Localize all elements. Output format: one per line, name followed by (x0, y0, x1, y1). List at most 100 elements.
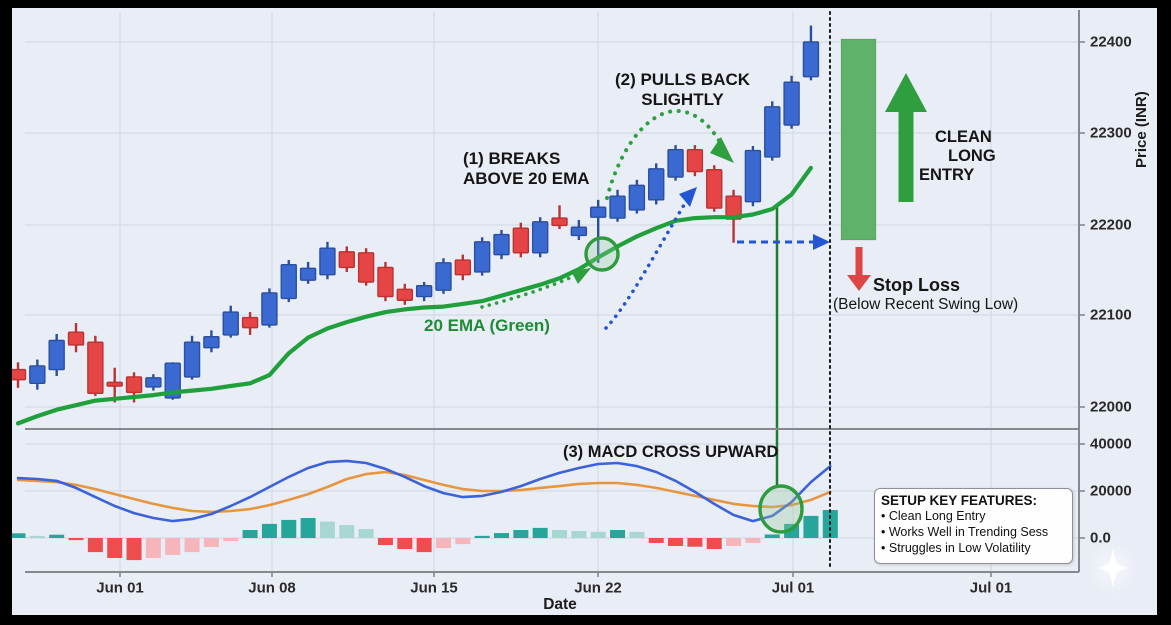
macd-histogram-bar (281, 519, 297, 538)
x-tick-label: Jun 15 (410, 579, 458, 597)
macd-histogram-bar (494, 533, 509, 538)
entry-level-arrowhead-icon (813, 234, 830, 250)
candle-body (493, 233, 510, 256)
macd-histogram-bar (358, 529, 374, 538)
macd-tick-label: 40000 (1090, 435, 1132, 453)
x-tick-label: Jul 01 (969, 579, 1013, 597)
macd-histogram-bar (261, 523, 277, 538)
macd-histogram-bar (49, 534, 65, 538)
candle-body (783, 81, 800, 126)
annotation-stop-loss-title: Stop Loss (873, 275, 961, 295)
ema-dotted-arrow (480, 273, 578, 309)
macd-histogram-bar (223, 538, 239, 542)
candle-body (590, 206, 607, 218)
candle-body (48, 339, 65, 371)
macd-histogram-bar (610, 530, 626, 538)
candle-body (764, 106, 781, 158)
candle-body (570, 226, 588, 237)
frame-border (0, 0, 12, 625)
macd-histogram-bar (648, 538, 664, 543)
x-tick-label: Jul 01 (771, 579, 815, 597)
price-tick-label: 22400 (1090, 33, 1132, 51)
macd-histogram-bar (590, 531, 606, 538)
candle-body (802, 41, 820, 78)
candle-body (261, 292, 278, 326)
signal-line (16, 470, 832, 514)
candle-body (87, 341, 104, 395)
x-tick-label: Jun 08 (248, 579, 296, 597)
macd-histogram-bar (397, 538, 413, 550)
annotation-line: (1) BREAKS (463, 149, 561, 168)
ema-line (15, 165, 814, 426)
feature-item: • Works Well in Trending Sess (881, 525, 1049, 539)
macd-histogram-bar (242, 530, 258, 538)
candle-body (183, 341, 201, 378)
candle-body (628, 184, 646, 211)
candle-body (396, 288, 413, 301)
entry-zone-rect (840, 38, 877, 241)
up-arrow-icon (898, 108, 914, 202)
macd-histogram-bar (339, 525, 355, 538)
stop-loss-arrow-icon (855, 247, 863, 277)
macd-histogram-bar (68, 538, 84, 541)
macd-histogram-bar (706, 538, 722, 550)
candle-body (357, 252, 375, 283)
candle-body (125, 376, 143, 394)
candle-body (67, 331, 85, 346)
macd-histogram-bar (435, 538, 451, 549)
annotation-breaks-above-ema: (1) BREAKS ABOVE 20 EMA (463, 149, 590, 188)
candle-body (435, 262, 452, 291)
macd-histogram-bar (532, 527, 548, 538)
x-tick-label: Jun 22 (574, 579, 622, 597)
candle-body (706, 169, 723, 209)
macd-histogram-bar (319, 521, 335, 538)
annotation-clean-long-entry-line2: LONG (948, 147, 996, 165)
macd-histogram-bar (300, 518, 316, 538)
macd-line (16, 459, 832, 523)
macd-histogram-bar (416, 538, 432, 553)
candle-body (377, 266, 394, 298)
annotation-line: ABOVE 20 EMA (463, 168, 590, 188)
macd-histogram-bar (764, 534, 780, 538)
annotation-ema-label: 20 EMA (Green) (424, 316, 550, 335)
macd-histogram-bar (745, 538, 761, 543)
candle-body (609, 195, 626, 219)
annotation-stop-loss-subtitle: (Below Recent Swing Low) (833, 296, 1019, 313)
pullback-dotted-arrow (605, 108, 725, 200)
macd-tick-label: 20000 (1090, 482, 1132, 500)
candle-body (299, 267, 317, 281)
candle-body (531, 221, 549, 254)
macd-histogram-bar (145, 538, 161, 558)
annotation-pulls-back: (2) PULLS BACK SLIGHTLY (600, 70, 765, 109)
feature-item: • Clean Long Entry (881, 509, 986, 523)
macd-histogram-bar (107, 538, 123, 558)
macd-histogram-bar (377, 538, 393, 546)
setup-key-features-box: SETUP KEY FEATURES: • Clean Long Entry •… (874, 488, 1073, 564)
frame-border (0, 0, 1171, 8)
annotation-line: (2) PULLS BACK (614, 70, 751, 89)
macd-histogram-bar (629, 531, 645, 538)
macd-histogram-bar (10, 533, 26, 538)
macd-histogram-bar (126, 538, 142, 561)
macd-histogram-bar (552, 530, 568, 538)
breakout-dotted-arrow (604, 198, 689, 330)
macd-histogram-bar (513, 530, 529, 538)
annotation-clean-long-entry-line3: ENTRY (919, 166, 975, 184)
macd-histogram-bar (29, 535, 45, 538)
frame-border (1157, 0, 1171, 625)
candle-body (338, 251, 355, 269)
candle-body (145, 377, 162, 388)
breakout-arrowhead-icon (679, 187, 697, 207)
x-axis-title: Date (543, 596, 577, 613)
candle-body (667, 148, 684, 178)
annotation-clean-long-entry-line1: CLEAN (935, 128, 992, 146)
candle-body (9, 368, 27, 381)
annotation-macd-cross: (3) MACD CROSS UPWARD (563, 443, 779, 461)
candle-body (222, 311, 239, 336)
ema-break-circle-marker (584, 236, 620, 272)
candle-body (319, 247, 336, 276)
price-tick-label: 22300 (1090, 124, 1132, 142)
feature-item: • Struggles in Low Volatility (881, 541, 1031, 555)
macd-histogram-bar (203, 538, 219, 547)
